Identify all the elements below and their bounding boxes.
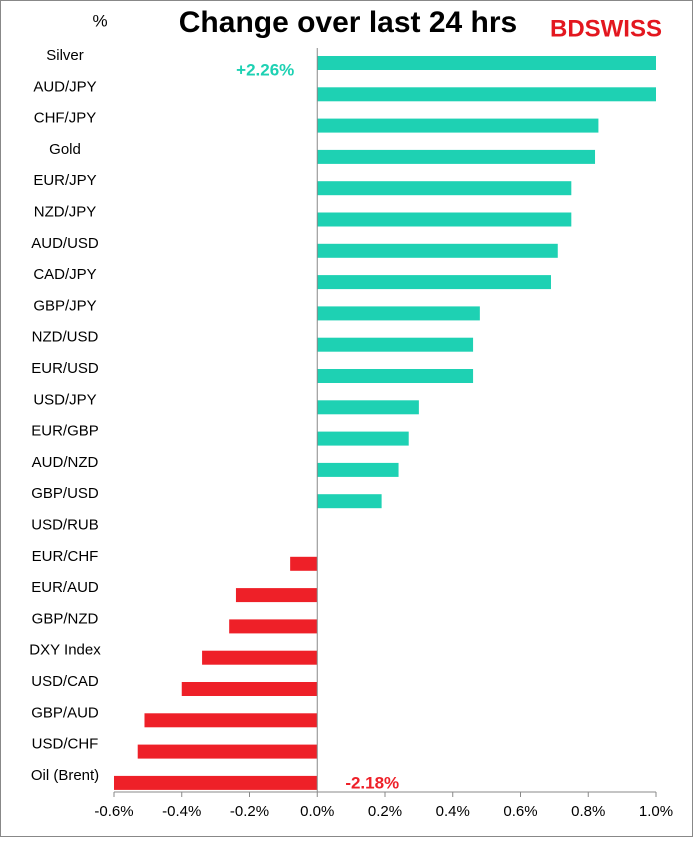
x-tick-label: 1.0% [639,803,673,820]
y-tick-label: GBP/AUD [31,704,99,721]
x-tick-label: -0.4% [162,803,201,820]
bar [144,713,318,728]
bar [181,682,318,696]
value-label: -2.18% [345,773,399,792]
y-tick-label: AUD/JPY [33,78,96,95]
x-tick-label: -0.6% [94,803,133,820]
y-tick-label: EUR/GBP [31,423,99,440]
x-tick-label: 0.4% [436,803,470,820]
x-tick-label: 0.2% [368,803,402,820]
y-tick-label: NZD/JPY [34,203,97,220]
bar [317,494,382,509]
y-tick-label: GBP/JPY [33,297,96,314]
y-tick-label: CHF/JPY [34,110,97,127]
bar [137,744,318,759]
y-tick-label: USD/CAD [31,673,99,690]
x-tick-label: 0.6% [503,803,537,820]
bar [317,275,551,290]
y-tick-label: GBP/NZD [32,610,99,627]
y-tick-label: CAD/JPY [33,266,96,283]
y-tick-label: EUR/CHF [32,548,99,565]
y-tick-label: AUD/NZD [32,454,99,471]
y-tick-label: Silver [46,47,84,64]
y-tick-label: USD/JPY [33,391,96,408]
y-tick-label: Oil (Brent) [31,767,99,784]
y-tick-label: EUR/USD [31,360,99,377]
y-tick-label: EUR/JPY [33,172,96,189]
y-tick-label: DXY Index [29,642,101,659]
plot-area [114,56,656,790]
bar [317,431,409,446]
y-tick-label: GBP/USD [31,485,99,502]
y-tick-label: NZD/USD [32,329,99,346]
bar [317,212,572,227]
bar [290,556,318,571]
bar [317,118,599,133]
bar [317,149,596,164]
bar [317,306,480,321]
x-tick-label: 0.8% [571,803,605,820]
y-tick-label: AUD/USD [31,235,99,252]
bar [317,400,419,415]
bar [317,87,656,102]
bar [229,619,318,634]
y-tick-label: EUR/AUD [31,579,99,596]
y-tick-label: USD/CHF [32,736,99,753]
x-tick-label: 0.0% [300,803,334,820]
bar [317,369,474,383]
value-label: +2.26% [236,60,294,79]
logo: BDSWISS [550,15,662,42]
chart-title: Change over last 24 hrs [179,6,517,39]
x-tick-label: -0.2% [230,803,269,820]
bar [202,650,318,665]
y-tick-label: Gold [49,141,81,158]
bar [317,181,572,196]
bar [317,243,558,258]
bar [114,775,318,790]
bar [317,337,474,352]
unit-label: % [92,11,107,30]
bar [235,588,318,603]
bar [317,56,656,70]
y-tick-label: USD/RUB [31,516,99,533]
bar [317,462,399,477]
